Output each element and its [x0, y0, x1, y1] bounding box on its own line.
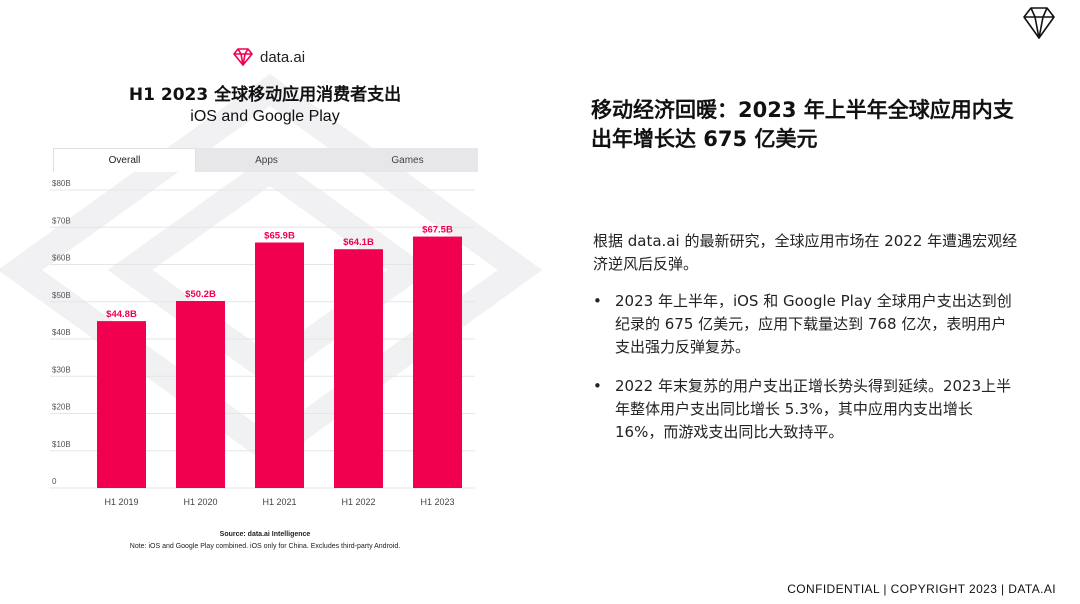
chart-note: Note: iOS and Google Play combined. iOS … [129, 543, 401, 550]
bar-h1-2020 [176, 301, 225, 488]
diamond-logo-icon [1023, 7, 1055, 39]
bullet-item: • 2023 年上半年，iOS 和 Google Play 全球用户支出达到创纪… [593, 290, 1018, 359]
brand-name: data.ai [260, 48, 306, 66]
bar-value-label: $64.1B [343, 237, 374, 248]
x-tick-label: H1 2021 [262, 497, 296, 507]
bullet-list: • 2023 年上半年，iOS 和 Google Play 全球用户支出达到创纪… [593, 290, 1018, 460]
x-tick-label: H1 2020 [183, 497, 217, 507]
y-tick-label: $40B [52, 328, 71, 337]
y-tick-label: $10B [52, 440, 71, 449]
brand-mark: data.ai [232, 47, 305, 67]
y-tick-label: $70B [52, 216, 71, 225]
bullet-text: 2022 年末复苏的用户支出正增长势头得到延续。2023上半年整体用户支出同比增… [615, 377, 1012, 441]
data-ai-diamond-icon [233, 48, 253, 66]
tab-overall[interactable]: Overall [53, 148, 196, 172]
intro-paragraph: 根据 data.ai 的最新研究，全球应用市场在 2022 年遭遇宏观经济逆风后… [593, 232, 1018, 273]
x-tick-label: H1 2023 [420, 497, 454, 507]
chart-subtitle: iOS and Google Play [190, 108, 340, 125]
footer-copyright: CONFIDENTIAL | COPYRIGHT 2023 | DATA.AI [787, 582, 1056, 596]
bar-h1-2023 [413, 236, 462, 488]
x-tick-label: H1 2022 [341, 497, 375, 507]
bar-value-label: $65.9B [264, 231, 295, 242]
bar-value-label: $50.2B [185, 289, 216, 300]
y-tick-label: $50B [52, 291, 71, 300]
bar-h1-2021 [255, 242, 304, 488]
tab-games[interactable]: Games [391, 154, 424, 166]
bar-value-label: $44.8B [106, 309, 137, 320]
chart-source: Source: data.ai Intelligence [219, 531, 311, 538]
bullet-item: • 2022 年末复苏的用户支出正增长势头得到延续。2023上半年整体用户支出同… [593, 375, 1018, 444]
y-tick-label: 0 [52, 477, 57, 486]
bullet-marker: • [593, 292, 602, 310]
tab-apps[interactable]: Apps [255, 154, 278, 166]
y-tick-label: $30B [52, 365, 71, 374]
bar-h1-2022 [334, 249, 383, 488]
y-tick-label: $60B [52, 254, 71, 263]
bullet-marker: • [593, 377, 602, 395]
bar-h1-2019 [97, 321, 146, 488]
slide-headline: 移动经济回暖：2023 年上半年全球应用内支出年增长达 675 亿美元 [591, 98, 1014, 151]
consumer-spend-bar-chart: 0 $10B $20B $30B $40B $50B $60B $70B $80B $44.8B… [50, 179, 475, 507]
y-tick-label: $20B [52, 403, 71, 412]
x-tick-label: H1 2019 [104, 497, 138, 507]
y-tick-label: $80B [52, 179, 71, 188]
chart-tabs: Overall Apps Games [53, 148, 478, 172]
bullet-text: 2023 年上半年，iOS 和 Google Play 全球用户支出达到创纪录的… [615, 292, 1012, 356]
chart-title: H1 2023 全球移动应用消费者支出 [128, 85, 402, 105]
bar-value-label: $67.5B [422, 225, 453, 236]
